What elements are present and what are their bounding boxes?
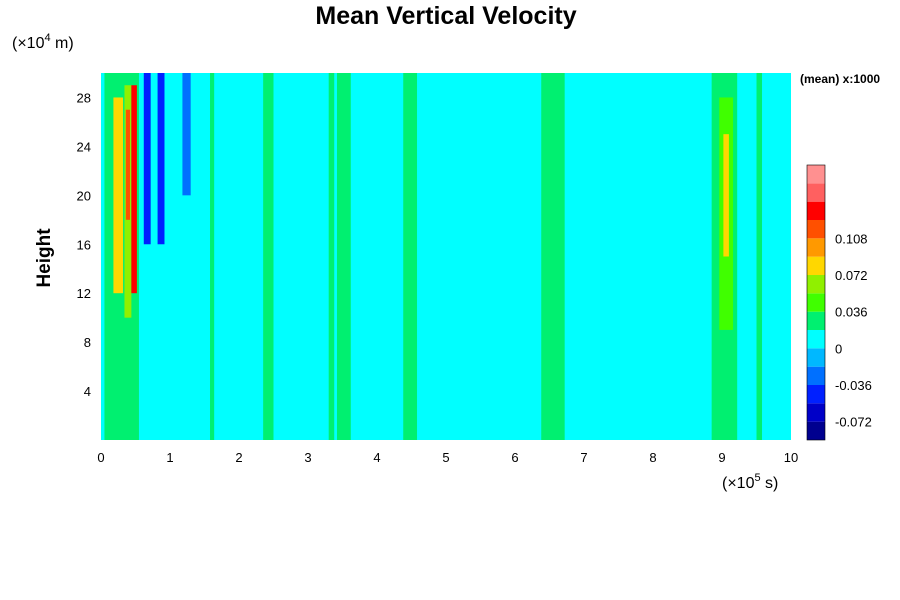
colorbar-swatch xyxy=(807,275,825,294)
colorbar-label: 0.036 xyxy=(835,305,868,320)
colorbar-swatch xyxy=(807,201,825,220)
colorbar-label: -0.072 xyxy=(835,415,872,430)
x-tick-label: 1 xyxy=(166,450,173,465)
x-axis-ticks: 0 1 2 3 4 5 6 7 8 9 10 xyxy=(97,450,798,465)
y-tick-label: 12 xyxy=(77,286,91,301)
x-tick-label: 8 xyxy=(649,450,656,465)
y-tick-label: 4 xyxy=(84,384,91,399)
colorbar-title: (mean) x:1000 xyxy=(800,72,880,86)
y-tick-label: 24 xyxy=(77,139,91,154)
y-axis-label: Height xyxy=(34,228,55,288)
heatmap-cell xyxy=(157,73,165,245)
y-unit-label: (×104 m) xyxy=(12,32,74,52)
colorbar-swatch xyxy=(807,348,825,367)
heatmap-background xyxy=(101,73,791,440)
colorbar: -0.072 -0.036 0 0.036 0.072 0.108 xyxy=(806,164,872,441)
colorbar-swatch xyxy=(807,366,825,385)
heatmap-cell xyxy=(182,73,191,196)
heatmap-cell xyxy=(113,97,124,294)
x-tick-label: 10 xyxy=(784,450,798,465)
heatmap-cell xyxy=(328,73,335,440)
y-tick-label: 28 xyxy=(77,90,91,105)
colorbar-label: 0.072 xyxy=(835,268,868,283)
heatmap-cell xyxy=(210,73,215,440)
x-tick-label: 5 xyxy=(442,450,449,465)
colorbar-swatch xyxy=(807,256,825,275)
colorbar-swatch xyxy=(807,403,825,422)
heatmap-cell xyxy=(541,73,565,440)
colorbar-swatch xyxy=(807,330,825,349)
heatmap-cell xyxy=(403,73,418,440)
colorbar-swatch xyxy=(807,385,825,404)
chart-title: Mean Vertical Velocity xyxy=(315,2,576,30)
x-tick-label: 0 xyxy=(97,450,104,465)
heatmap-cell xyxy=(263,73,274,440)
colorbar-label: 0 xyxy=(835,341,842,356)
y-tick-label: 16 xyxy=(77,237,91,252)
x-tick-label: 2 xyxy=(235,450,242,465)
y-axis-ticks: 4 8 12 16 20 24 28 xyxy=(77,90,91,399)
colorbar-swatch xyxy=(807,238,825,257)
x-unit-label: (×105 s) xyxy=(722,472,778,492)
heatmap-cell xyxy=(125,109,130,220)
colorbar-swatch xyxy=(807,293,825,312)
heatmap-cell xyxy=(131,85,137,294)
colorbar-swatch xyxy=(807,183,825,202)
colorbar-swatch xyxy=(807,220,825,239)
heatmap-cell xyxy=(143,73,151,245)
y-tick-label: 8 xyxy=(84,335,91,350)
colorbar-swatch xyxy=(807,421,825,440)
colorbar-swatch xyxy=(807,165,825,184)
colorbar-swatch xyxy=(807,311,825,330)
x-tick-label: 3 xyxy=(304,450,311,465)
colorbar-label: 0.108 xyxy=(835,231,868,246)
x-tick-label: 4 xyxy=(373,450,380,465)
heatmap-cell xyxy=(756,73,763,440)
x-tick-label: 9 xyxy=(718,450,725,465)
colorbar-frame xyxy=(806,164,826,441)
heatmap-plot-area xyxy=(101,73,791,440)
colorbar-label: -0.036 xyxy=(835,378,872,393)
heatmap-cell xyxy=(723,134,729,257)
x-tick-label: 7 xyxy=(580,450,587,465)
x-tick-label: 6 xyxy=(511,450,518,465)
heatmap-cell xyxy=(336,73,351,440)
y-tick-label: 20 xyxy=(77,188,91,203)
